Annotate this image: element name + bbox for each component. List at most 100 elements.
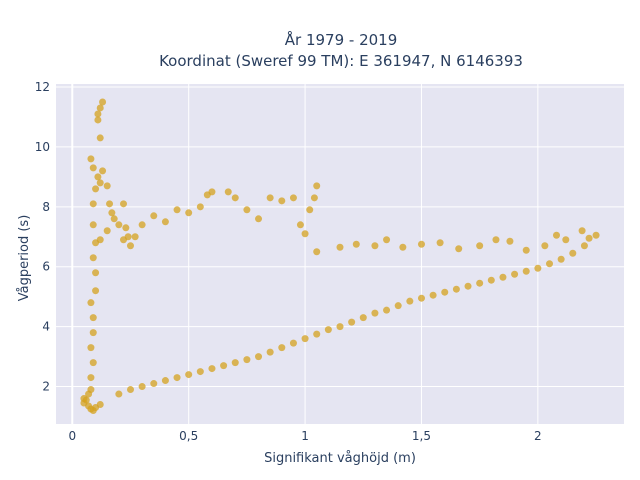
scatter-point [108,209,116,217]
scatter-point [255,353,263,361]
scatter-point [578,227,586,235]
scatter-point [126,242,134,250]
grid-lines [56,84,624,424]
scatter-point [208,365,216,373]
scatter-point [429,291,437,299]
scatter-point [348,318,356,326]
x-tick-label: 0 [68,429,76,443]
scatter-point [231,194,239,202]
scatter-point [301,230,309,238]
scatter-point [313,330,321,338]
scatter-point [99,167,107,175]
y-axis-title: Vågperiod (s) [17,215,32,302]
scatter-point [115,390,123,398]
x-tick-label: 0,5 [179,429,198,443]
scatter-point [476,242,484,250]
scatter-point [452,285,460,293]
y-tick-label: 4 [42,320,50,334]
scatter-point [522,267,530,275]
scatter-point [87,386,95,394]
scatter-point [324,326,332,334]
scatter-point [580,242,588,250]
scatter-point [359,314,367,322]
scatter-point [417,240,425,248]
scatter-point [522,246,530,254]
scatter-point [336,323,344,331]
scatter-point [224,188,232,196]
scatter-point [436,239,444,247]
scatter-point [417,294,425,302]
scatter-point [92,287,100,295]
scatter-point [185,209,193,217]
scatter-point [441,288,449,296]
chart-title-line-2: Koordinat (Sweref 99 TM): E 361947, N 61… [159,52,523,70]
scatter-point [255,215,263,223]
x-tick-label: 1,5 [412,429,431,443]
scatter-point [203,191,211,199]
scatter-point [115,221,123,229]
scatter-point [89,314,97,322]
scatter-point [131,233,139,241]
scatter-point [120,236,128,244]
scatter-point [103,182,111,190]
scatter-point [122,224,130,232]
scatter-point [96,179,104,187]
y-tick-label: 2 [42,380,50,394]
scatter-point [266,348,274,356]
scatter-point [80,395,88,403]
data-points [80,98,600,415]
scatter-point [306,206,314,214]
scatter-point [161,377,169,385]
scatter-point [569,249,577,257]
y-tick-label: 8 [42,200,50,214]
scatter-point [138,221,146,229]
scatter-point [126,386,134,394]
scatter-point [541,242,549,250]
scatter-point [87,299,95,307]
scatter-point [278,344,286,352]
scatter-point [562,236,570,244]
scatter-point [87,344,95,352]
scatter-point [185,371,193,379]
scatter-point [103,227,111,235]
chart-title-line-1: År 1979 - 2019 [285,30,398,49]
scatter-point [383,236,391,244]
scatter-point [310,194,318,202]
scatter-point [492,236,500,244]
scatter-point [87,155,95,163]
scatter-point [352,240,360,248]
scatter-point [94,173,102,181]
scatter-point [511,270,519,278]
scatter-point [150,212,158,220]
scatter-point [89,221,97,229]
x-axis-title: Signifikant våghöjd (m) [264,451,416,466]
scatter-point [506,237,514,245]
scatter-point [110,215,118,223]
scatter-point [336,243,344,251]
scatter-point [89,329,97,337]
scatter-point [296,221,304,229]
scatter-point [96,134,104,142]
scatter-point [106,200,114,208]
scatter-point [476,279,484,287]
scatter-point [173,374,181,382]
scatter-point [371,309,379,317]
scatter-point [313,248,321,256]
scatter-point [96,401,104,409]
scatter-point [455,245,463,253]
scatter-point [87,374,95,382]
scatter-point [499,273,507,281]
scatter-point [138,383,146,391]
x-tick-label: 1 [301,429,309,443]
scatter-point [546,260,554,268]
x-tick-label: 2 [534,429,542,443]
scatter-point [89,254,97,262]
scatter-point [196,368,204,376]
scatter-point [243,356,251,364]
scatter-point [464,282,472,290]
scatter-point [94,116,102,124]
scatter-point [96,104,104,112]
scatter-point [592,231,600,239]
scatter-point [99,98,107,106]
